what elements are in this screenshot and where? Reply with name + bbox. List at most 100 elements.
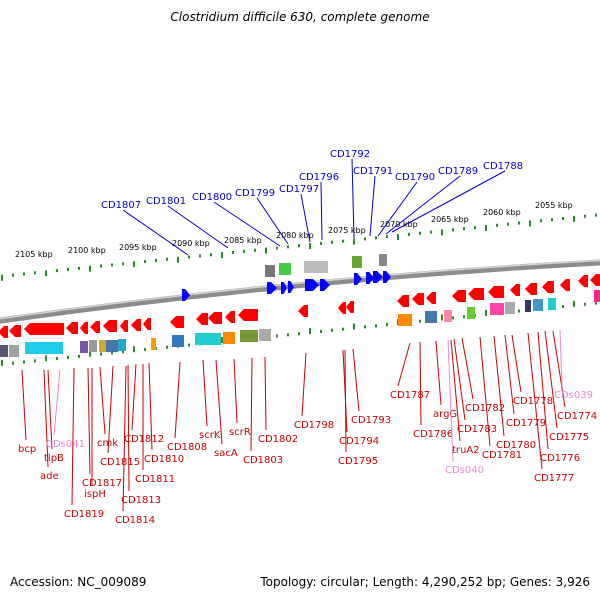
reverse-gene-arrow <box>397 295 409 307</box>
forward-gene-arrow <box>267 282 277 294</box>
gene-label: ispH <box>84 489 106 500</box>
cog-color-block <box>9 345 19 357</box>
reverse-gene-arrow <box>452 290 466 302</box>
cog-color-block <box>265 265 275 277</box>
cog-color-block <box>525 300 531 312</box>
cog-color-block <box>99 340 107 352</box>
gene-label: CD1814 <box>115 515 155 526</box>
cog-color-block <box>89 340 97 352</box>
label-leader-line <box>537 331 549 450</box>
gene-label: CD1779 <box>506 418 546 429</box>
label-leader-line <box>552 330 566 408</box>
scale-label: 2090 kbp <box>172 239 210 248</box>
gene-label: CD1776 <box>540 453 580 464</box>
label-leader-line <box>53 369 61 436</box>
gene-features <box>0 254 600 357</box>
reverse-gene-arrow <box>90 321 100 333</box>
reverse-gene-arrow <box>590 274 600 286</box>
reverse-gene-arrow <box>120 320 128 332</box>
cog-color-block <box>80 341 88 353</box>
forward-gene-arrow <box>320 279 330 291</box>
reverse-gene-arrow <box>208 312 222 324</box>
reverse-gene-arrow <box>510 284 520 296</box>
cog-color-block <box>106 340 118 352</box>
cog-color-block <box>240 330 258 342</box>
forward-gene-arrow <box>373 271 383 283</box>
reverse-gene-arrow <box>488 286 504 298</box>
scale-label: 2080 kbp <box>276 231 314 240</box>
label-leader-line <box>256 197 289 245</box>
label-leader-line <box>250 357 253 452</box>
label-leader-line <box>493 335 505 437</box>
label-leader-line <box>511 334 522 393</box>
label-leader-line <box>544 330 558 429</box>
gene-label: cmk <box>97 438 118 449</box>
label-leader-line <box>167 205 229 249</box>
gene-label: CD1787 <box>390 390 430 401</box>
chromosome-backbone <box>0 259 600 324</box>
gene-label: CDs040 <box>445 465 484 476</box>
cog-color-block <box>467 307 475 319</box>
gene-label: scrK <box>199 430 221 441</box>
gene-label: CD1797 <box>279 184 319 195</box>
cog-color-block <box>425 311 437 323</box>
label-leader-line <box>47 369 53 450</box>
gene-label: CD1789 <box>438 166 478 177</box>
reverse-gene-arrow <box>412 293 424 305</box>
reverse-gene-arrow <box>9 325 21 337</box>
gene-label: CD1807 <box>101 200 141 211</box>
label-leader-line <box>21 369 27 441</box>
label-leader-line <box>559 329 563 387</box>
label-leader-line <box>450 339 461 442</box>
cog-color-block <box>304 261 328 273</box>
gene-label: ade <box>40 471 59 482</box>
cog-color-block <box>548 298 556 310</box>
label-leader-line <box>127 364 130 492</box>
label-leader-line <box>122 365 127 512</box>
label-leader-line <box>174 361 181 439</box>
label-leader-line <box>453 338 466 421</box>
label-leader-line <box>369 175 376 237</box>
label-leader-line <box>397 342 411 387</box>
gene-label: CD1782 <box>465 403 505 414</box>
cog-color-block <box>505 302 515 314</box>
cog-color-block <box>398 314 412 326</box>
scale-label: 2075 kbp <box>328 226 366 235</box>
reverse-gene-arrow <box>0 326 8 338</box>
label-leader-line <box>385 175 461 235</box>
gene-label: CD1788 <box>483 161 523 172</box>
gene-label: CD1819 <box>64 509 104 520</box>
gene-label: CDs039 <box>554 390 593 401</box>
cog-color-block <box>118 339 126 351</box>
label-leader-line <box>351 158 355 239</box>
forward-gene-arrow <box>383 271 391 283</box>
label-leader-line <box>377 181 418 237</box>
reverse-gene-arrow <box>143 318 151 330</box>
forward-gene-arrow <box>354 273 362 285</box>
gene-label: CD1781 <box>482 450 522 461</box>
gene-label: CD1793 <box>351 415 391 426</box>
gene-label: CD1798 <box>294 420 334 431</box>
genome-summary-text: Topology: circular; Length: 4,290,252 bp… <box>260 575 590 589</box>
gene-label: CD1817 <box>82 478 122 489</box>
cog-color-block <box>490 303 504 315</box>
gene-label: CD1802 <box>258 434 298 445</box>
gene-label: CD1790 <box>395 172 435 183</box>
gene-label: CD1813 <box>121 495 161 506</box>
scale-label: 2085 kbp <box>224 236 262 245</box>
map-title: Clostridium difficile 630, complete geno… <box>170 10 430 24</box>
gene-label: CD1810 <box>144 454 184 465</box>
cog-color-block <box>223 332 235 344</box>
reverse-gene-arrow <box>560 279 570 291</box>
label-leader-line <box>391 170 506 233</box>
reverse-gene-arrow <box>346 301 354 313</box>
gene-label: CD1808 <box>167 442 207 453</box>
reverse-gene-arrow <box>225 311 235 323</box>
forward-gene-arrow <box>182 289 190 301</box>
scale-label: 2100 kbp <box>68 246 106 255</box>
label-leader-line <box>131 363 137 431</box>
label-leader-line <box>264 356 267 431</box>
gene-label: CD1780 <box>496 440 536 451</box>
